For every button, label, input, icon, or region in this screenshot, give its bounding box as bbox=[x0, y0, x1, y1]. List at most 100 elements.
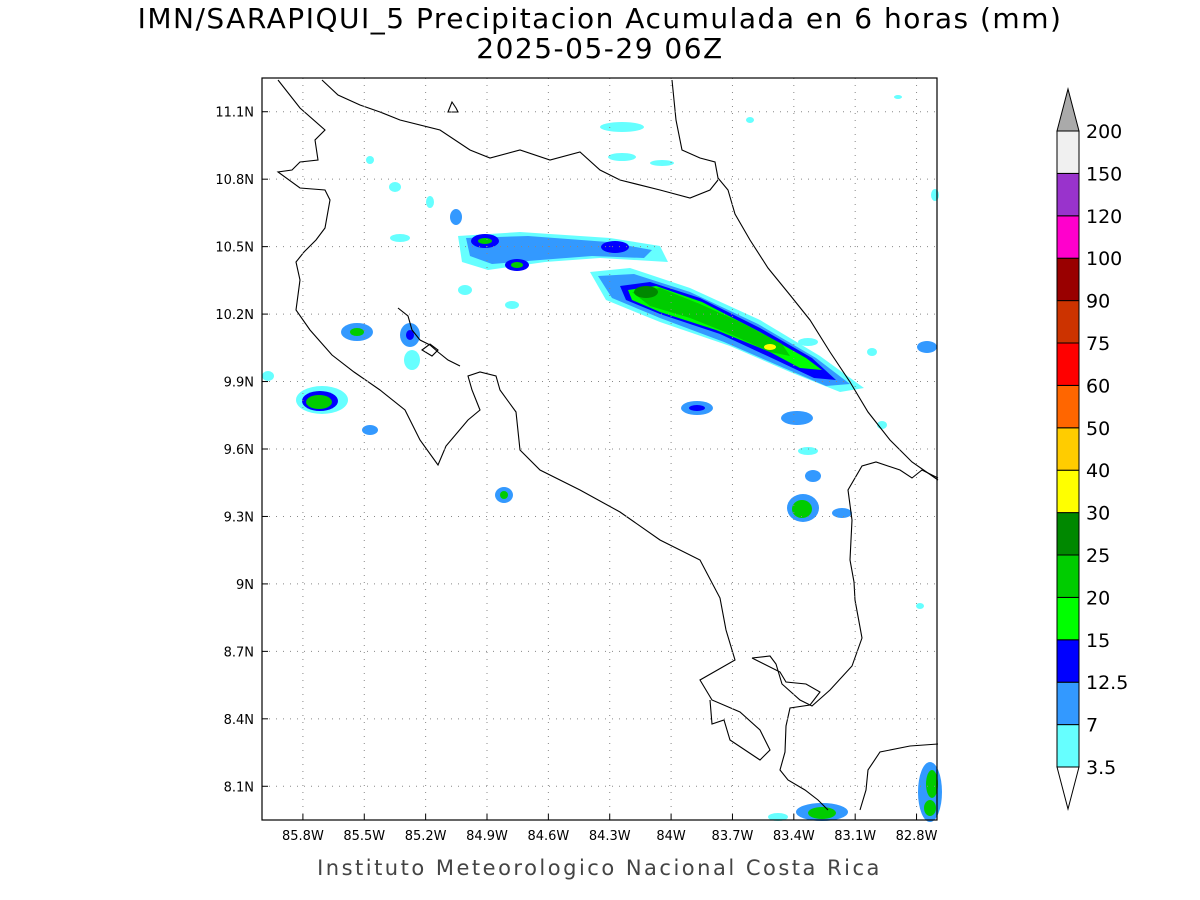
map-title: IMN/SARAPIQUI_5 Precipitacion Acumulada … bbox=[137, 2, 1063, 35]
precip-core-30 bbox=[764, 344, 776, 350]
x-tick-label: 85.5W bbox=[343, 829, 385, 844]
y-tick-label: 8.7N bbox=[224, 645, 254, 660]
x-tick-label: 83.7W bbox=[712, 829, 754, 844]
colorbar-label: 100 bbox=[1086, 248, 1122, 270]
precip-cell bbox=[916, 603, 924, 609]
precip-cell bbox=[404, 350, 420, 370]
colorbar-label: 150 bbox=[1086, 163, 1122, 185]
colorbar-swatch bbox=[1056, 257, 1080, 302]
x-tick-label: 84.9W bbox=[466, 829, 508, 844]
precip-cell bbox=[426, 196, 434, 208]
colorbar-arrow-bottom bbox=[1056, 766, 1080, 811]
coastlines bbox=[276, 79, 939, 811]
precip-cell bbox=[306, 395, 332, 409]
axis-ticks: 85.8W 85.5W 85.2W 84.9W 84.6W 84.3W 84W 83.7W 83… bbox=[215, 106, 937, 844]
precip-cell bbox=[917, 341, 937, 353]
precip-cell bbox=[792, 500, 812, 518]
island-chira bbox=[421, 343, 439, 357]
y-tick-label: 9.9N bbox=[224, 376, 254, 391]
precip-cell bbox=[798, 447, 818, 455]
colorbar-label: 12.5 bbox=[1086, 672, 1128, 694]
precip-band-coast-20 bbox=[632, 288, 790, 356]
precip-cell bbox=[924, 800, 936, 816]
precip-cell bbox=[805, 470, 821, 482]
precip-cell bbox=[262, 371, 274, 381]
colorbar-swatch bbox=[1056, 512, 1080, 556]
x-tick-label: 85.8W bbox=[282, 829, 324, 844]
precip-cell bbox=[458, 285, 472, 295]
x-tick-label: 82.8W bbox=[896, 829, 938, 844]
precip-cell bbox=[689, 405, 705, 411]
colorbar-swatch bbox=[1056, 596, 1080, 641]
coastline-golfito bbox=[751, 461, 939, 707]
colorbar-label: 20 bbox=[1086, 587, 1110, 609]
colorbar-label: 25 bbox=[1086, 545, 1110, 567]
y-tick-label: 10.5N bbox=[215, 241, 254, 256]
map-frame bbox=[261, 77, 938, 821]
colorbar-swatch bbox=[1056, 427, 1080, 471]
precip-core-25 bbox=[634, 286, 658, 298]
precip-cell bbox=[894, 95, 902, 99]
colorbar-arrow-top bbox=[1056, 87, 1080, 132]
colorbar-label: 200 bbox=[1086, 121, 1122, 143]
footer-credit: Instituto Meteorologico Nacional Costa R… bbox=[317, 856, 882, 880]
y-tick-label: 9.3N bbox=[224, 510, 254, 525]
colorbar-label: 7 bbox=[1086, 715, 1098, 737]
colorbar-swatch bbox=[1056, 384, 1080, 429]
lat-lon-grid bbox=[262, 78, 937, 820]
precip-cell bbox=[390, 234, 410, 242]
x-tick-label: 84.6W bbox=[527, 829, 569, 844]
colorbar-label: 60 bbox=[1086, 375, 1110, 397]
precip-cell bbox=[931, 189, 939, 201]
colorbar: 3.5 7 12.5 15 20 25 30 40 50 60 75 90 100 120 150 200 bbox=[1056, 87, 1128, 811]
precip-cell bbox=[366, 156, 374, 164]
colorbar-label: 75 bbox=[1086, 333, 1110, 355]
y-tick-label: 9N bbox=[236, 578, 254, 593]
x-tick-label: 84W bbox=[656, 829, 686, 844]
colorbar-label: 30 bbox=[1086, 503, 1110, 525]
precip-cell bbox=[650, 160, 674, 166]
coastline-caribbean bbox=[671, 79, 939, 481]
precip-cell bbox=[832, 508, 852, 518]
colorbar-label: 50 bbox=[1086, 418, 1110, 440]
colorbar-swatch bbox=[1056, 172, 1080, 217]
precip-cell bbox=[478, 238, 492, 244]
colorbar-label: 3.5 bbox=[1086, 757, 1116, 779]
colorbar-label: 120 bbox=[1086, 206, 1122, 228]
precip-cell bbox=[798, 338, 818, 346]
coastline-pacific-north bbox=[276, 79, 771, 761]
precip-cell bbox=[808, 807, 836, 819]
y-tick-label: 8.1N bbox=[224, 780, 254, 795]
colorbar-swatch bbox=[1056, 130, 1080, 174]
colorbar-swatch bbox=[1056, 300, 1080, 344]
precip-cell bbox=[601, 241, 629, 253]
lake-outline bbox=[447, 100, 459, 113]
border-nicaragua bbox=[321, 79, 719, 199]
colorbar-swatch bbox=[1056, 342, 1080, 386]
colorbar-swatch bbox=[1056, 639, 1080, 683]
colorbar-label: 15 bbox=[1086, 630, 1110, 652]
map-subtitle-datetime: 2025-05-29 06Z bbox=[476, 32, 724, 65]
coastline-panama bbox=[859, 743, 939, 811]
precip-cell bbox=[511, 262, 523, 268]
precip-cell bbox=[406, 330, 414, 340]
x-tick-label: 84.3W bbox=[589, 829, 631, 844]
colorbar-label: 90 bbox=[1086, 291, 1110, 313]
x-tick-label: 83.4W bbox=[773, 829, 815, 844]
precip-cell bbox=[350, 328, 364, 336]
precip-cell bbox=[746, 117, 754, 123]
y-tick-label: 10.2N bbox=[215, 308, 254, 323]
colorbar-label: 40 bbox=[1086, 460, 1110, 482]
coastline-osa bbox=[751, 657, 829, 811]
x-tick-label: 85.2W bbox=[405, 829, 447, 844]
precip-cell bbox=[600, 122, 644, 132]
precip-cell bbox=[867, 348, 877, 356]
colorbar-swatch bbox=[1056, 724, 1080, 768]
y-tick-label: 10.8N bbox=[215, 173, 254, 188]
y-tick-label: 9.6N bbox=[224, 443, 254, 458]
precip-cell bbox=[608, 153, 636, 161]
precip-cell bbox=[768, 813, 788, 821]
colorbar-swatch bbox=[1056, 554, 1080, 598]
precip-cell bbox=[389, 182, 401, 192]
